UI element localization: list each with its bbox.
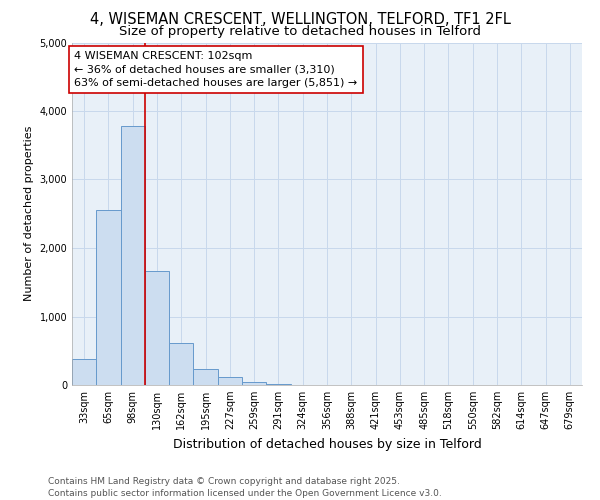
Bar [96,210,121,385]
Text: 4, WISEMAN CRESCENT, WELLINGTON, TELFORD, TF1 2FL: 4, WISEMAN CRESCENT, WELLINGTON, TELFORD… [89,12,511,28]
Bar [193,368,218,385]
Bar [72,359,96,385]
Text: Contains HM Land Registry data © Crown copyright and database right 2025.
Contai: Contains HM Land Registry data © Crown c… [48,476,442,498]
Text: Size of property relative to detached houses in Telford: Size of property relative to detached ho… [119,25,481,38]
Bar [121,126,145,385]
Text: 4 WISEMAN CRESCENT: 102sqm
← 36% of detached houses are smaller (3,310)
63% of s: 4 WISEMAN CRESCENT: 102sqm ← 36% of deta… [74,52,358,88]
Y-axis label: Number of detached properties: Number of detached properties [24,126,34,302]
Bar [266,384,290,385]
Bar [145,272,169,385]
X-axis label: Distribution of detached houses by size in Telford: Distribution of detached houses by size … [173,438,481,450]
Bar [218,378,242,385]
Bar [169,342,193,385]
Bar [242,382,266,385]
